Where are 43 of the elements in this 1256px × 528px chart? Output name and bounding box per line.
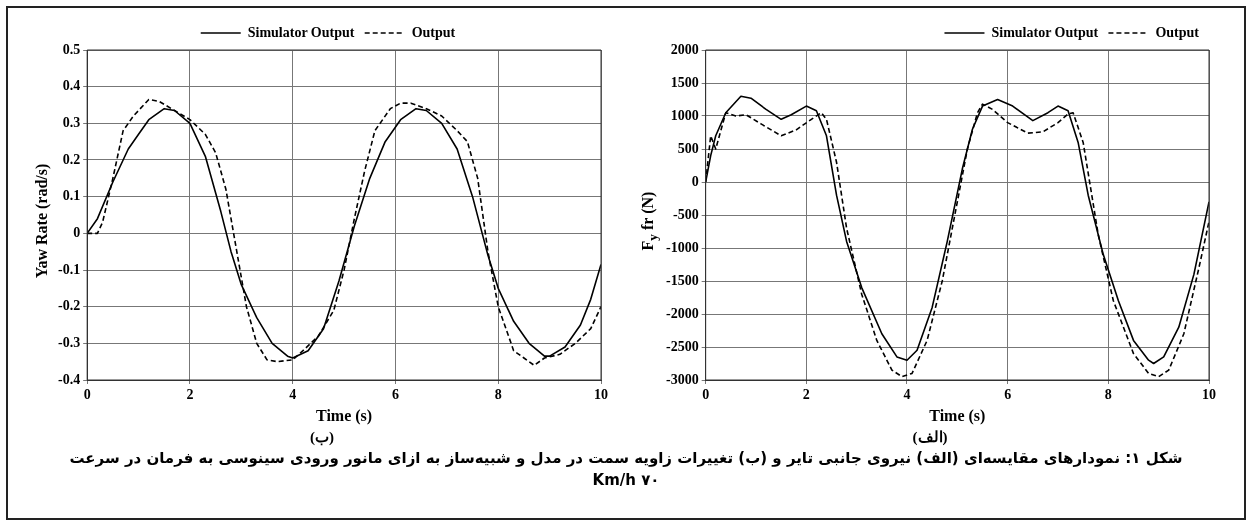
y-tick-label: 0.5 [62, 41, 81, 57]
y-tick-label: -0.1 [57, 261, 81, 277]
x-axis-title: Time (s) [929, 406, 986, 425]
x-tick-label: 8 [1104, 387, 1112, 403]
x-tick-label: 2 [802, 387, 810, 403]
y-tick-label: -1500 [665, 272, 699, 288]
x-tick-label: 0 [702, 387, 710, 403]
x-tick-label: 10 [594, 387, 608, 403]
y-tick-label: -0.3 [57, 334, 81, 350]
y-tick-label: 2000 [670, 41, 699, 57]
y-tick-label: -0.4 [57, 371, 81, 387]
y-tick-label: 0 [691, 173, 699, 189]
x-tick-label: 10 [1202, 387, 1216, 403]
x-tick-label: 4 [903, 387, 911, 403]
x-tick-label: 8 [494, 387, 502, 403]
y-tick-label: 500 [677, 140, 699, 156]
text: (ب) [310, 428, 334, 446]
x-tick-label: 6 [1004, 387, 1012, 403]
y-tick-label: -2500 [665, 338, 699, 354]
y-tick-label: 0.4 [62, 78, 81, 94]
text: شکل ۱: نمودارهای مقایسه‌ای (الف) نیروی جانبی تایر و (ب) تغییرات زاویه سمت در مدل و شبیه‌ساز به ازای مانور ورودی سینوسی به فرمان در سرعت ۷۰ Km/h [68, 448, 1184, 491]
x-tick-label: 4 [289, 387, 297, 403]
y-tick-label: -2000 [665, 305, 699, 321]
y-tick-label: 0.3 [62, 114, 81, 130]
y-tick-label: 1500 [670, 74, 699, 90]
x-axis-title: Time (s) [316, 406, 373, 425]
legend-label: Simulator Output [247, 24, 355, 40]
y-axis-title: Yaw Rate (rad/s) [33, 163, 51, 279]
x-tick-label: 6 [391, 387, 399, 403]
y-tick-label: 0 [73, 224, 81, 240]
y-tick-label: -1000 [665, 239, 699, 255]
y-tick-label: -3000 [665, 371, 699, 387]
legend-label: Output [1155, 24, 1200, 40]
x-tick-label: 0 [83, 387, 91, 403]
y-tick-label: -500 [672, 206, 699, 222]
legend-label: Output [411, 24, 456, 40]
y-tick-label: 0.1 [62, 188, 81, 204]
x-tick-label: 2 [186, 387, 194, 403]
y-tick-label: 0.2 [62, 151, 81, 167]
y-tick-label: -0.2 [57, 298, 81, 314]
legend-label: Simulator Output [991, 24, 1099, 40]
text: (الف) [912, 428, 948, 446]
y-tick-label: 1000 [670, 107, 699, 123]
